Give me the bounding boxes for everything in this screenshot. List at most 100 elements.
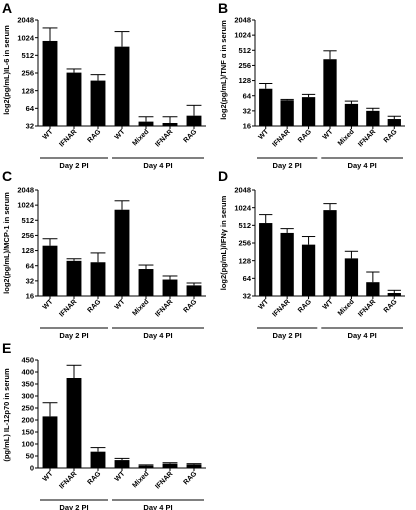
y-tick-label-e: 350 xyxy=(21,380,34,389)
category-label-b: IFNAR xyxy=(357,128,377,148)
category-label-e: IFNAR xyxy=(58,470,78,490)
panel-a: A log2(pg/mL)IL-6 in serum 2048 1024 512 25… xyxy=(2,0,206,170)
category-label-e: WT xyxy=(42,470,55,483)
y-axis-label-b: log2(pg/mL)/TNF α in serum xyxy=(219,20,228,120)
group-label-e: Day 2 PI xyxy=(59,503,88,510)
bar-a xyxy=(186,115,202,126)
panel-d: D log2(pg/mL)/IFNγ in serum 2048 1024 512 2… xyxy=(218,168,405,340)
category-label-c: IFNAR xyxy=(154,298,174,318)
category-label-a: RAG xyxy=(86,128,102,144)
panel-e: E (pg/mL) IL-12p70 in serum 450 400 350 300… xyxy=(2,340,206,510)
category-label-b: RAG xyxy=(383,128,399,144)
y-tick-label-e: 400 xyxy=(21,368,34,377)
category-label-e: RAG xyxy=(182,470,198,486)
category-label-a: WT xyxy=(42,128,55,141)
y-tick-label-b: 32 xyxy=(243,106,251,115)
bar-d xyxy=(366,282,380,296)
bar-b xyxy=(301,97,316,126)
bar-d xyxy=(344,258,359,296)
panel-c: C log2(pg/mL)/MCP-1 in serum 2048 1024 512… xyxy=(2,168,206,340)
category-label-d: WT xyxy=(322,298,335,311)
category-label-e: Mixed xyxy=(131,470,150,489)
category-label-b: RAG xyxy=(297,128,313,144)
bar-d xyxy=(259,223,273,296)
bar-d xyxy=(387,292,401,296)
y-tick-label-d: 64 xyxy=(243,274,252,283)
y-tick-label-a: 2048 xyxy=(17,16,34,25)
y-tick-label-d: 256 xyxy=(238,239,251,248)
y-tick-label-b: 64 xyxy=(243,91,252,100)
y-tick-label-d: 2048 xyxy=(234,186,251,195)
y-tick-label-a: 256 xyxy=(21,69,34,78)
bar-e xyxy=(90,451,106,468)
group-label-b: Day 2 PI xyxy=(273,161,302,170)
category-label-c: Mixed xyxy=(131,298,150,317)
bar-a xyxy=(162,122,178,126)
panel-letter-e: E xyxy=(2,340,11,356)
bar-c xyxy=(42,245,58,296)
category-label-b: WT xyxy=(322,128,335,141)
category-label-d: IFNAR xyxy=(357,298,377,318)
bar-e xyxy=(162,463,178,468)
y-tick-label-d: 128 xyxy=(238,256,251,265)
bar-c xyxy=(138,269,154,296)
category-label-d: WT xyxy=(257,298,270,311)
panel-letter-d: D xyxy=(218,168,228,184)
group-label-c: Day 2 PI xyxy=(59,331,88,340)
bar-b xyxy=(280,100,294,126)
category-label-b: WT xyxy=(257,128,270,141)
bar-c xyxy=(66,260,82,296)
y-tick-label-d: 32 xyxy=(243,292,251,301)
category-label-d: IFNAR xyxy=(271,298,291,318)
category-label-a: IFNAR xyxy=(58,128,78,148)
bar-a xyxy=(138,121,154,126)
bar-d xyxy=(280,232,294,296)
bar-a xyxy=(114,46,130,126)
y-tick-label-a: 1024 xyxy=(17,33,35,42)
y-tick-label-d: 1024 xyxy=(234,203,252,212)
y-tick-label-b: 2048 xyxy=(234,16,251,25)
y-tick-label-c: 512 xyxy=(21,216,34,225)
y-tick-label-a: 128 xyxy=(21,86,34,95)
y-axis-label-d: log2(pg/mL)/IFNγ in serum xyxy=(219,195,228,290)
bar-a xyxy=(66,72,82,126)
y-tick-label-b: 16 xyxy=(243,122,251,131)
panel-letter-c: C xyxy=(2,168,12,184)
bar-d xyxy=(301,244,316,296)
group-label-d: Day 4 PI xyxy=(348,331,377,340)
bar-a xyxy=(90,80,106,126)
group-label-e: Day 4 PI xyxy=(143,503,172,510)
category-label-e: IFNAR xyxy=(154,470,174,490)
bar-e xyxy=(138,465,154,468)
y-tick-label-e: 250 xyxy=(21,404,34,413)
y-axis-label-e: (pg/mL) IL-12p70 in serum xyxy=(2,368,11,462)
category-label-c: RAG xyxy=(86,298,102,314)
y-tick-label-b: 1024 xyxy=(234,31,252,40)
y-tick-label-a: 512 xyxy=(21,51,34,60)
category-label-d: Mixed xyxy=(337,298,356,317)
y-tick-label-a: 32 xyxy=(26,122,34,131)
y-tick-label-b: 512 xyxy=(238,46,251,55)
category-label-e: RAG xyxy=(86,470,102,486)
category-label-a: Mixed xyxy=(131,128,150,147)
bar-c xyxy=(90,262,106,296)
bar-a xyxy=(42,40,58,127)
bar-b xyxy=(387,119,401,126)
group-label-d: Day 2 PI xyxy=(273,331,302,340)
category-label-b: Mixed xyxy=(337,128,356,147)
y-tick-label-c: 256 xyxy=(21,231,34,240)
bar-c xyxy=(162,279,178,296)
y-axis-label-c: log2(pg/mL)/MCP-1 in serum xyxy=(2,192,11,294)
bar-b xyxy=(323,59,337,127)
y-tick-label-b: 128 xyxy=(238,76,251,85)
category-label-c: WT xyxy=(42,298,55,311)
bar-c xyxy=(186,285,202,296)
y-tick-label-e: 100 xyxy=(21,440,34,449)
y-tick-label-c: 128 xyxy=(21,246,34,255)
bar-e xyxy=(186,464,202,468)
category-label-c: IFNAR xyxy=(58,298,78,318)
y-tick-label-c: 1024 xyxy=(17,201,35,210)
category-label-a: WT xyxy=(114,128,127,141)
category-label-a: IFNAR xyxy=(154,128,174,148)
